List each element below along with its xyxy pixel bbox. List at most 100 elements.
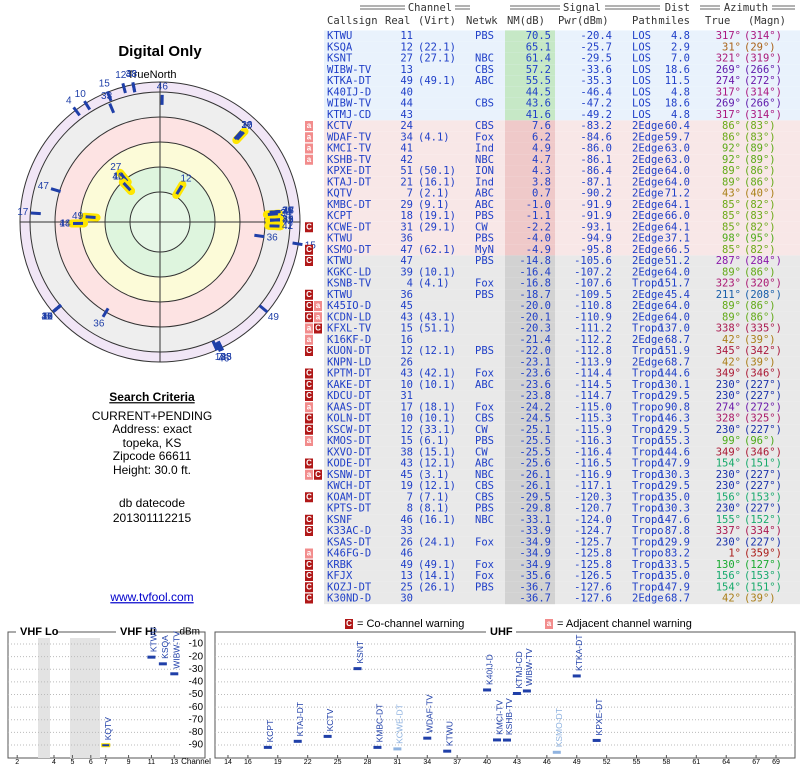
cell-true: 98° (722, 233, 741, 245)
cell-true: 154° (716, 458, 741, 470)
row-background (324, 232, 800, 245)
cell-virt: (19.1) (418, 210, 456, 222)
nm-cell-background (505, 199, 555, 211)
cell-path: Tropo (632, 536, 664, 548)
cell-pwr: -125.7 (574, 536, 612, 548)
y-tick-label: -70 (189, 714, 204, 725)
station-marker (292, 241, 303, 247)
station-channel-label: 26 (42, 311, 54, 322)
cell-real: 10 (400, 379, 413, 391)
cell-pwr: -120.3 (574, 491, 612, 503)
station-channel-label: 47 (283, 205, 295, 216)
cell-callsign: KTWU (327, 233, 352, 245)
cell-netwk: ION (475, 165, 494, 177)
cell-pwr: -87.1 (580, 176, 612, 188)
cell-magn: (82°) (744, 221, 776, 233)
cell-callsign: KSAS-DT (327, 536, 372, 548)
cell-magn: (227°) (744, 390, 782, 402)
cell-path: 2Edge (632, 255, 664, 267)
station-marker (270, 209, 281, 214)
cell-path: Tropo (632, 413, 664, 425)
x-tick-label: 6 (89, 759, 93, 766)
cell-virt: (7.1) (418, 491, 450, 503)
cell-callsign: KPXE-DT (327, 165, 372, 177)
station-bar (512, 691, 521, 695)
station-channel-label: 10 (75, 89, 87, 100)
cell-dist: 133.5 (658, 559, 690, 571)
cell-path: 2Edge (632, 311, 664, 323)
station-channel-label: 46 (218, 353, 230, 364)
cell-callsign: KFJX (327, 570, 353, 582)
search-heading: Search Criteria (109, 390, 195, 404)
cell-dist: 64.1 (665, 199, 690, 211)
station-channel-label: 36 (267, 232, 279, 243)
site-link[interactable]: www.tvfool.com (109, 590, 193, 604)
station-channel-label: 7 (246, 121, 252, 132)
cell-true: 287° (716, 255, 741, 267)
row-background (324, 356, 800, 368)
cell-true: 86° (722, 120, 741, 132)
station-bar (522, 689, 531, 693)
station-marker (216, 340, 224, 352)
nm-cell-background (505, 446, 555, 458)
cell-pwr: -107.2 (574, 266, 612, 278)
x-tick-label: 22 (304, 759, 312, 766)
cell-true: 85° (722, 244, 741, 256)
nm-cell-background (505, 412, 555, 425)
cell-netwk: Fox (475, 131, 494, 143)
cell-dist: 71.2 (665, 188, 690, 200)
cell-callsign: KCWE-DT (327, 221, 372, 233)
cell-true: 89° (722, 266, 741, 278)
cell-pwr: -113.9 (574, 356, 612, 368)
table-header: Channel Signal Azimuth Dist Callsign Rea… (327, 2, 795, 27)
cell-netwk: PBS (475, 30, 494, 42)
cell-magn: (82°) (744, 199, 776, 211)
row-background (324, 491, 800, 503)
cell-true: 338° (716, 323, 741, 335)
station-channel-label: 49 (72, 211, 84, 222)
cell-real: 43 (400, 368, 413, 380)
cell-nm: 0.7 (532, 188, 551, 200)
cell-true: 92° (722, 143, 741, 155)
station-marker (267, 212, 278, 216)
warning-symbol: a (307, 324, 312, 333)
cell-nm: -2.2 (526, 221, 551, 233)
cell-dist: 151.9 (658, 345, 690, 357)
nm-cell-background (505, 277, 555, 290)
cell-nm: -23.6 (519, 368, 551, 380)
nm-cell-background (505, 345, 555, 357)
cell-magn: (153°) (744, 491, 782, 503)
cell-pwr: -25.7 (580, 41, 612, 53)
nm-cell-background (505, 480, 555, 492)
row-background (324, 131, 800, 143)
cell-netwk: PBS (475, 255, 494, 267)
warning-symbol: C (306, 346, 312, 355)
row-background (324, 457, 800, 470)
x-tick-label: 64 (722, 759, 730, 766)
cell-true: 31° (722, 41, 741, 53)
cell-magn: (314°) (744, 109, 782, 121)
y-tick-label: -40 (189, 677, 204, 688)
station-channel-label: 38 (126, 69, 138, 80)
cell-path: LOS (632, 86, 651, 98)
cell-pwr: -90.2 (580, 188, 612, 200)
cell-magn: (127°) (744, 559, 782, 571)
group-header: Azimuth (724, 2, 768, 14)
cell-true: 337° (716, 525, 741, 537)
warning-icon (305, 582, 313, 593)
row-background (324, 30, 800, 42)
cell-netwk: PBS (475, 581, 494, 593)
cell-nm: -25.6 (519, 458, 551, 470)
cell-pwr: -91.9 (580, 210, 612, 222)
cell-pwr: -83.2 (580, 120, 612, 132)
cell-true: 323° (716, 278, 741, 290)
x-tick-label: 61 (692, 759, 700, 766)
cell-magn: (153°) (744, 570, 782, 582)
cell-magn: (83°) (744, 131, 776, 143)
row-background (324, 176, 800, 188)
station-marker (211, 340, 219, 351)
cell-netwk: Fox (475, 278, 494, 290)
cell-nm: -26.1 (519, 480, 551, 492)
nm-cell-background (505, 334, 555, 346)
warning-icon (305, 121, 313, 131)
